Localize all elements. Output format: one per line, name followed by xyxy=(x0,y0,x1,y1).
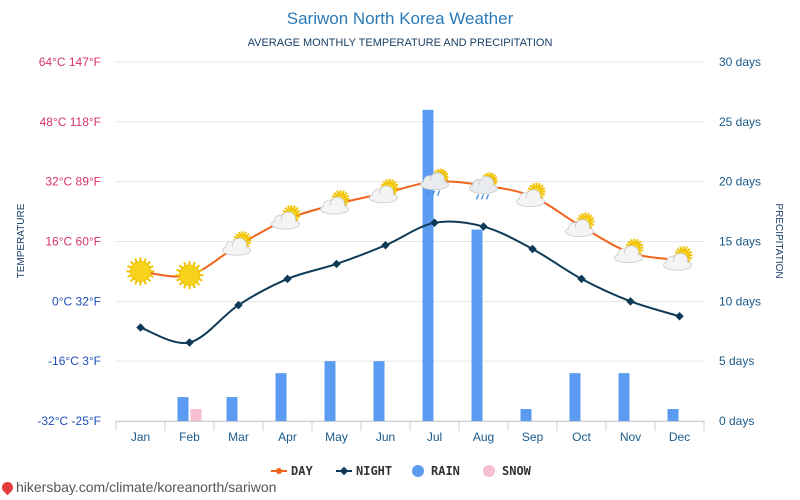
chart-subtitle: AVERAGE MONTHLY TEMPERATURE AND PRECIPIT… xyxy=(248,37,553,49)
right-tick-label: 20 days xyxy=(719,175,761,189)
rain-bar xyxy=(324,361,336,421)
axes: 64°C 147°F 48°C 118°F 32°C 89°F 16°C 60°F 0°… xyxy=(37,55,761,444)
night-line xyxy=(140,220,680,344)
rain-bar xyxy=(177,397,189,421)
rain-bar xyxy=(226,397,238,421)
left-tick-label: 32°C 89°F xyxy=(45,175,101,189)
month-label: Feb xyxy=(179,430,200,444)
rain-bar xyxy=(373,361,385,421)
night-point xyxy=(283,274,292,284)
night-point xyxy=(577,274,586,284)
night-point xyxy=(185,338,194,347)
sun-icon xyxy=(126,257,155,286)
partly-cloudy-icon xyxy=(516,182,546,208)
footer-text: hikersbay.com/climate/koreanorth/sariwon xyxy=(16,479,277,495)
partly-cloudy-icon xyxy=(565,212,595,237)
month-label: May xyxy=(325,430,348,444)
legend-label: SNOW xyxy=(502,464,532,478)
rain-bar xyxy=(471,229,483,421)
partly-cloudy-icon xyxy=(663,246,693,271)
rain-bar xyxy=(667,409,679,421)
chart-title: Sariwon North Korea Weather xyxy=(287,9,514,28)
partly-cloudy-icon xyxy=(320,190,350,215)
partly-cloudy-icon xyxy=(614,238,644,264)
month-label: Sep xyxy=(522,430,544,444)
right-axis-title: PRECIPITATION xyxy=(773,203,784,278)
rain-bar xyxy=(569,373,581,421)
right-tick-label: 0 days xyxy=(719,414,754,428)
month-label: Nov xyxy=(620,430,641,444)
partly-cloudy-icon xyxy=(369,178,399,204)
right-tick-label: 30 days xyxy=(719,55,761,69)
night-point xyxy=(381,240,390,250)
rain-bar xyxy=(275,373,287,421)
month-label: Mar xyxy=(228,430,249,444)
month-label: Dec xyxy=(669,430,690,444)
left-tick-label: 64°C 147°F xyxy=(39,55,101,69)
month-label: Jul xyxy=(427,430,442,444)
legend-item-night[interactable]: NIGHT xyxy=(336,464,392,478)
location-pin-icon xyxy=(0,479,16,496)
rain-bar xyxy=(618,373,630,421)
night-point xyxy=(332,259,341,269)
legend-item-snow[interactable]: SNOW xyxy=(483,464,532,478)
rain-bar xyxy=(520,409,532,421)
right-tick-label: 25 days xyxy=(719,115,761,129)
month-label: Apr xyxy=(278,430,297,444)
legend-label: DAY xyxy=(291,464,313,478)
legend-night-marker xyxy=(339,466,349,476)
left-tick-label: 16°C 60°F xyxy=(45,235,101,249)
legend-day-marker xyxy=(276,468,282,474)
legend-label: RAIN xyxy=(431,464,460,478)
left-tick-label: -32°C -25°F xyxy=(37,414,101,428)
partly-cloudy-icon xyxy=(222,231,252,256)
right-tick-label: 5 days xyxy=(719,354,754,368)
weather-icons xyxy=(126,168,693,290)
legend[interactable]: DAY NIGHT RAIN SNOW xyxy=(271,464,532,478)
temperature-lines xyxy=(136,180,684,347)
left-tick-label: 48°C 118°F xyxy=(40,115,101,129)
night-point xyxy=(234,300,243,310)
precipitation-bars xyxy=(177,109,679,421)
legend-snow-marker xyxy=(483,465,495,477)
right-tick-label: 10 days xyxy=(719,294,761,308)
left-tick-label: -16°C 3°F xyxy=(48,354,101,368)
legend-label: NIGHT xyxy=(356,464,392,478)
month-label: Aug xyxy=(473,430,494,444)
legend-item-day[interactable]: DAY xyxy=(271,464,313,478)
right-tick-label: 15 days xyxy=(719,235,761,249)
grid xyxy=(116,61,704,422)
sun-icon xyxy=(175,261,204,290)
night-point xyxy=(626,297,635,306)
snow-bar xyxy=(190,409,202,421)
partly-cloudy-icon xyxy=(271,205,301,230)
rain-bar xyxy=(422,109,434,421)
night-point xyxy=(675,312,684,321)
night-point xyxy=(136,323,145,332)
day-line xyxy=(140,180,680,278)
rain-cloud-icon xyxy=(420,168,449,196)
rain-cloud-icon xyxy=(469,172,498,200)
night-point xyxy=(528,244,537,254)
legend-rain-marker xyxy=(412,465,424,477)
legend-item-rain[interactable]: RAIN xyxy=(412,464,460,478)
month-label: Jun xyxy=(376,430,395,444)
night-point xyxy=(430,218,439,228)
left-axis-title: TEMPERATURE xyxy=(16,203,27,278)
month-label: Oct xyxy=(572,430,591,444)
month-label: Jan xyxy=(131,430,150,444)
night-point xyxy=(479,222,488,231)
footer-link[interactable]: hikersbay.com/climate/koreanorth/sariwon xyxy=(0,479,277,496)
left-tick-label: 0°C 32°F xyxy=(52,294,101,308)
